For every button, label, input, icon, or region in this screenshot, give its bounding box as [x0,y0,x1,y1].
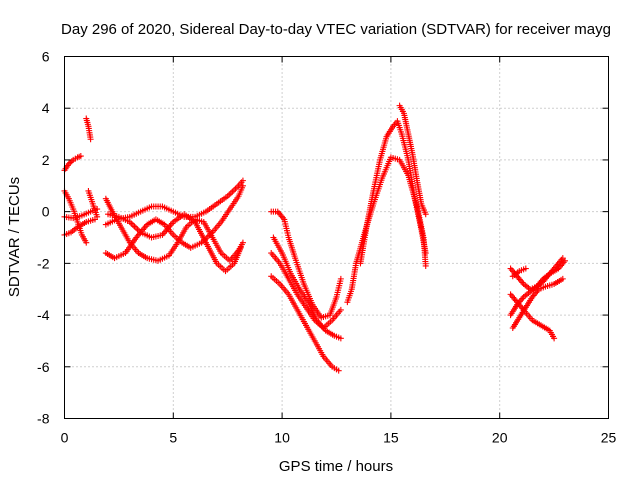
x-axis-label: GPS time / hours [279,458,393,475]
data-point [337,335,344,342]
x-tick-label: 0 [61,430,69,446]
data-point [422,211,429,218]
data-point [422,262,429,269]
plot-frame [64,56,609,419]
data-point [77,153,84,160]
x-tick-label: 5 [169,430,177,446]
data-points [61,102,568,374]
y-tick-label: 2 [42,152,50,168]
data-point [87,136,94,143]
data-point [239,239,246,246]
data-point [335,367,342,374]
axis-ticks [64,56,609,419]
data-point [83,239,90,246]
data-point [94,213,101,220]
x-tick-label: 25 [601,430,617,446]
y-tick-label: 0 [42,204,50,220]
data-point [522,265,529,272]
x-tick-label: 10 [274,430,290,446]
y-tick-label: 4 [42,100,50,116]
x-tick-label: 15 [383,430,399,446]
data-point [237,244,244,251]
x-tick-label: 20 [492,430,508,446]
data-point [337,306,344,313]
y-tick-label: 6 [42,49,50,65]
chart-title: Day 296 of 2020, Sidereal Day-to-day VTE… [61,21,611,38]
y-tick-labels: -8 -6 -4 -2 0 2 4 6 [37,49,50,427]
y-axis-label: SDTVAR / TECUs [6,177,23,297]
data-point [561,257,568,264]
data-point [551,335,558,342]
data-point [422,250,429,257]
data-point [337,275,344,282]
x-tick-labels: 0 5 10 15 20 25 [61,430,617,446]
data-point [239,177,246,184]
y-tick-label: -2 [37,255,50,271]
data-point [559,275,566,282]
y-tick-label: -4 [37,307,50,323]
y-tick-label: -6 [37,359,50,375]
y-tick-label: -8 [37,411,50,427]
